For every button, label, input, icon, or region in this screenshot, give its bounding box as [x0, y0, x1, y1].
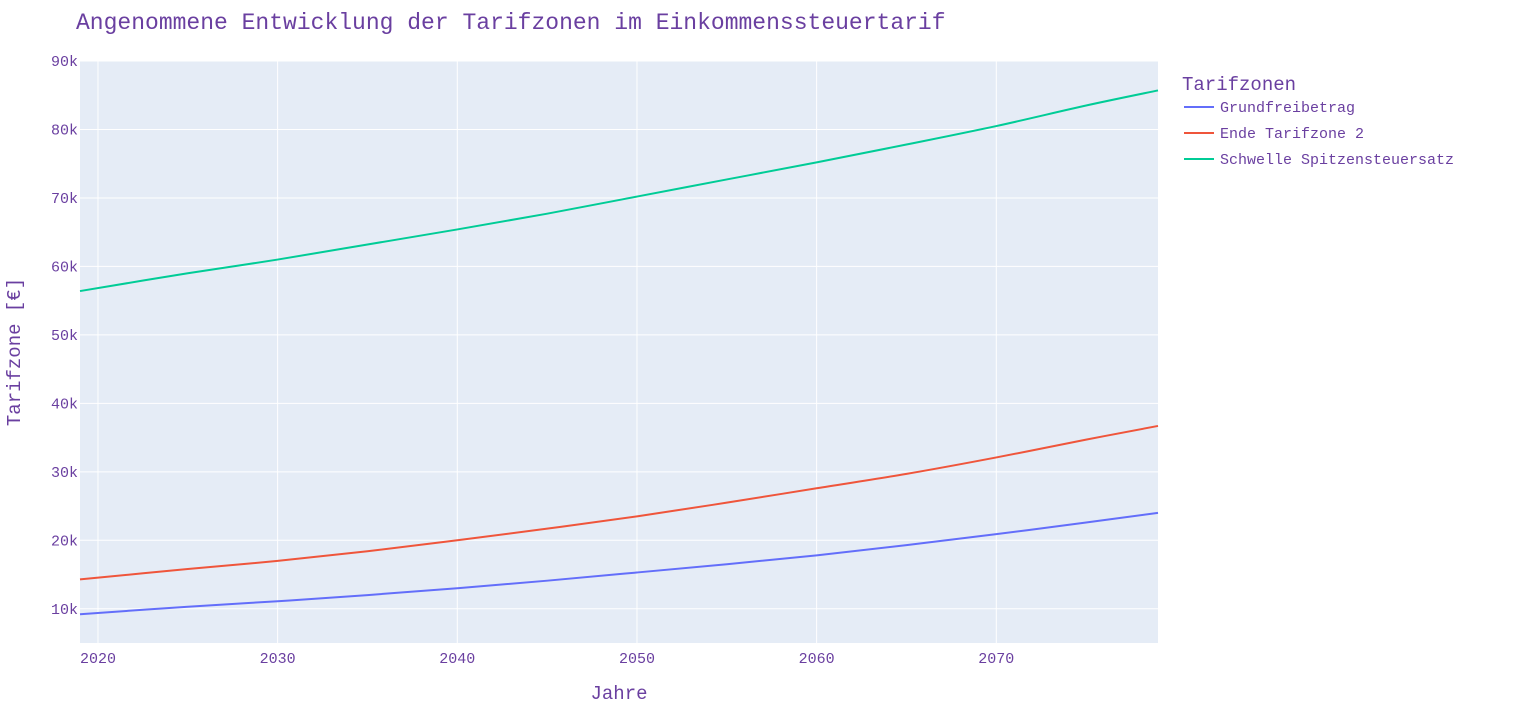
y-tick-label: 90k [51, 54, 78, 71]
y-axis-title: Tarifzone [€] [4, 278, 26, 426]
x-tick-label: 2040 [439, 651, 475, 668]
x-tick-label: 2060 [799, 651, 835, 668]
y-tick-label: 80k [51, 122, 78, 139]
y-axis-ticks: 10k 20k 30k 40k 50k 60k 70k 80k 90k [51, 54, 78, 619]
legend-item-ende-tarifzone-2[interactable]: Ende Tarifzone 2 [1184, 126, 1364, 143]
legend: Tarifzonen Grundfreibetrag Ende Tarifzone… [1182, 74, 1454, 169]
y-tick-label: 10k [51, 602, 78, 619]
legend-label: Grundfreibetrag [1220, 100, 1355, 117]
x-tick-label: 2070 [978, 651, 1014, 668]
legend-label: Schwelle Spitzensteuersatz [1220, 152, 1454, 169]
y-tick-label: 30k [51, 465, 78, 482]
legend-item-grundfreibetrag[interactable]: Grundfreibetrag [1184, 100, 1355, 117]
x-tick-label: 2030 [260, 651, 296, 668]
legend-label: Ende Tarifzone 2 [1220, 126, 1364, 143]
y-tick-label: 60k [51, 259, 78, 276]
y-tick-label: 50k [51, 328, 78, 345]
x-tick-label: 2020 [80, 651, 116, 668]
legend-title: Tarifzonen [1182, 74, 1296, 96]
grid [80, 60, 1158, 643]
series-layer [79, 89, 1159, 616]
chart-title: Angenommene Entwicklung der Tarifzonen i… [76, 10, 946, 36]
x-axis-title: Jahre [590, 683, 647, 705]
x-axis-ticks: 2020 2030 2040 2050 2060 2070 [80, 651, 1014, 668]
plot-area [80, 61, 1158, 643]
series-line-grundfreibetrag [79, 511, 1159, 616]
y-tick-label: 20k [51, 533, 78, 550]
series-line-ende-tarifzone-2 [79, 424, 1159, 581]
x-tick-label: 2050 [619, 651, 655, 668]
y-tick-label: 40k [51, 396, 78, 413]
y-tick-label: 70k [51, 191, 78, 208]
series-line-schwelle-spitzensteuersatz [79, 89, 1159, 293]
legend-item-schwelle-spitzensteuersatz[interactable]: Schwelle Spitzensteuersatz [1184, 152, 1454, 169]
